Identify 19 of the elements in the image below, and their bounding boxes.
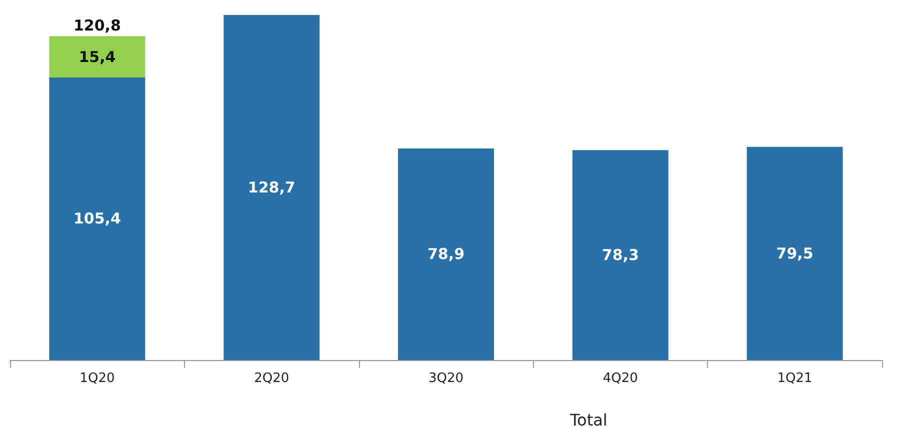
data-label: 79,5 (776, 244, 814, 262)
x-tick-label: 1Q20 (80, 371, 115, 386)
data-label: 105,4 (73, 210, 121, 228)
data-label: 78,3 (602, 246, 639, 264)
data-label: 128,7 (248, 178, 296, 196)
bar (572, 150, 668, 360)
x-tick-label: 3Q20 (428, 371, 464, 386)
data-label: 78,9 (427, 245, 465, 264)
x-tick-label: 1Q21 (777, 371, 812, 386)
bar (398, 148, 494, 360)
bar (49, 36, 146, 78)
data-label: 15,4 (78, 48, 116, 66)
bar (746, 146, 843, 360)
bar (224, 15, 320, 360)
x-tick-label: 2Q20 (254, 371, 290, 386)
text: Total (569, 410, 608, 430)
x-tick-label: 4Q20 (602, 371, 638, 386)
bar (49, 77, 146, 360)
total-label: 120,8 (73, 16, 121, 35)
